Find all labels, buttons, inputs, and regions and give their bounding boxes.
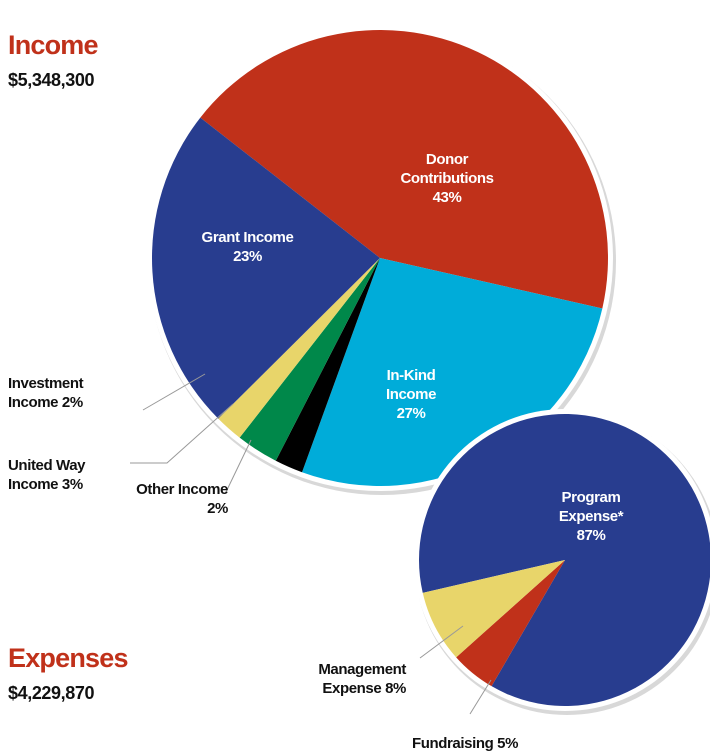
slice-label: Other Income 2% [136, 480, 228, 518]
value-label: 27% [396, 405, 426, 422]
category-label: United Way Income [8, 457, 86, 493]
value-label: 2% [207, 500, 228, 517]
chart-subtitle: $5,348,300 [8, 70, 95, 90]
slice-label: Management Expense 8% [296, 660, 406, 698]
value-label: 23% [233, 248, 262, 265]
pie-slice [456, 560, 565, 687]
leader-line [225, 439, 252, 493]
pie-slice [419, 414, 710, 706]
category-label: Fundraising [411, 735, 494, 752]
slice-label: In-Kind Income 27% [378, 366, 444, 423]
slice-label: Investment Income 2% [8, 374, 113, 412]
value-label: 5% [497, 735, 519, 752]
pie-slice [200, 30, 608, 309]
slice-label: Grant Income 23% [190, 228, 305, 266]
category-label: Other Income [136, 481, 228, 498]
category-label: In-Kind Income [385, 367, 437, 403]
category-label: Grant Income [201, 229, 294, 246]
category-label: Investment Income [8, 375, 84, 411]
pies [147, 25, 710, 715]
category-label: Management Expense [318, 661, 406, 697]
slice-label: United Way Income 3% [8, 456, 103, 494]
leader-line [419, 625, 464, 659]
chart-subtitle: $4,229,870 [8, 683, 95, 703]
value-label: 8% [385, 680, 406, 697]
pie-slice [218, 258, 380, 438]
slice-label: Fundraising 5% [390, 734, 540, 753]
category-label: Donor Contributions [400, 151, 494, 187]
value-label: 2% [61, 394, 83, 411]
chart-title: Income [8, 30, 99, 60]
leader-line [142, 373, 206, 411]
value-label: 87% [576, 527, 606, 544]
value-label: 3% [61, 476, 83, 493]
pie-slice [422, 560, 565, 658]
chart-title: Expenses [8, 643, 128, 673]
pie-slice [239, 258, 380, 461]
category-label: Program Expense* [558, 489, 624, 525]
pie-slice [275, 258, 380, 473]
pie-slice [152, 117, 380, 419]
leader-line [130, 403, 234, 464]
slice-label: Donor Contributions 43% [392, 150, 502, 207]
leader-line [469, 679, 492, 715]
slice-label: Program Expense* 87% [552, 488, 630, 545]
value-label: 43% [432, 189, 462, 206]
